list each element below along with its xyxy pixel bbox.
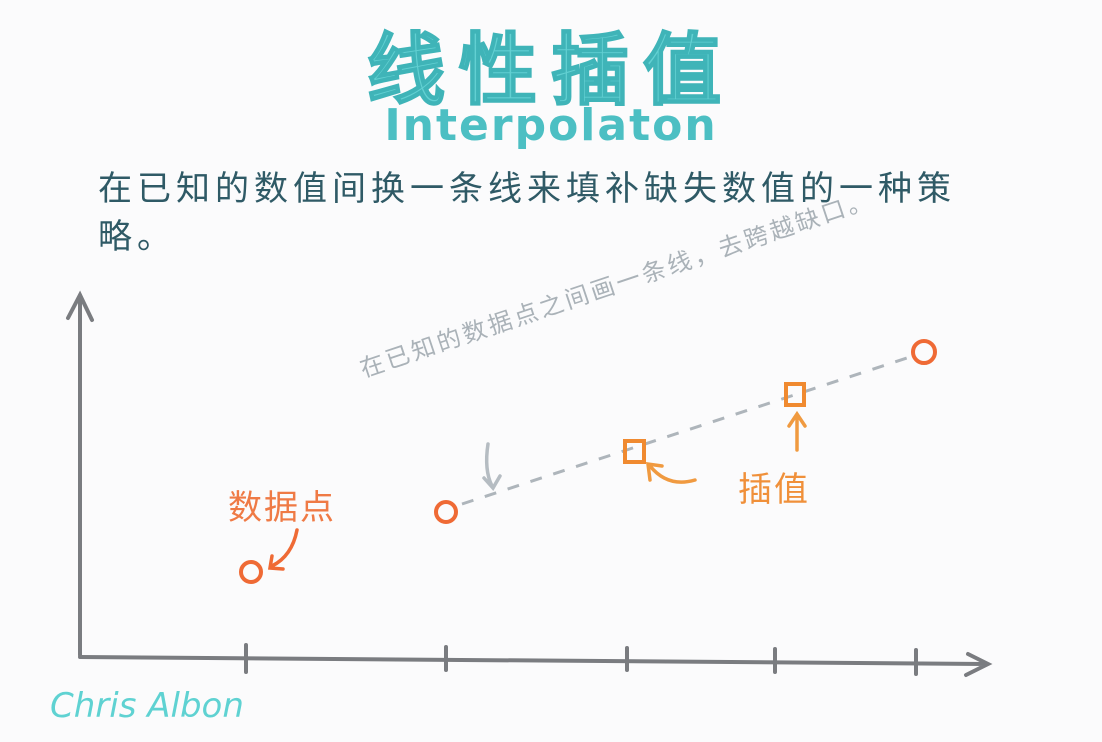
title: 线性插值: [366, 25, 735, 117]
interpolated-point: [623, 439, 646, 464]
arrow: [482, 442, 502, 491]
interpolated-point: [784, 382, 806, 407]
arrow: [787, 410, 807, 452]
x-axis: [78, 652, 993, 677]
arrow: [267, 528, 299, 571]
data-point: [239, 560, 263, 584]
signature: Chris Albon: [50, 686, 244, 726]
ticks: [244, 643, 918, 676]
description: 在已知的数值间换一条线来填补缺失数值的一种策略。: [98, 169, 956, 257]
data-points-label: 数据点: [228, 488, 336, 528]
arrow: [645, 461, 697, 484]
subtitle: Interpolaton: [384, 100, 718, 151]
interpolated-label: 插值: [738, 470, 810, 510]
y-axis: [66, 290, 94, 657]
data-point: [911, 339, 937, 365]
dashed-line: [461, 355, 911, 506]
data-point: [434, 500, 458, 524]
